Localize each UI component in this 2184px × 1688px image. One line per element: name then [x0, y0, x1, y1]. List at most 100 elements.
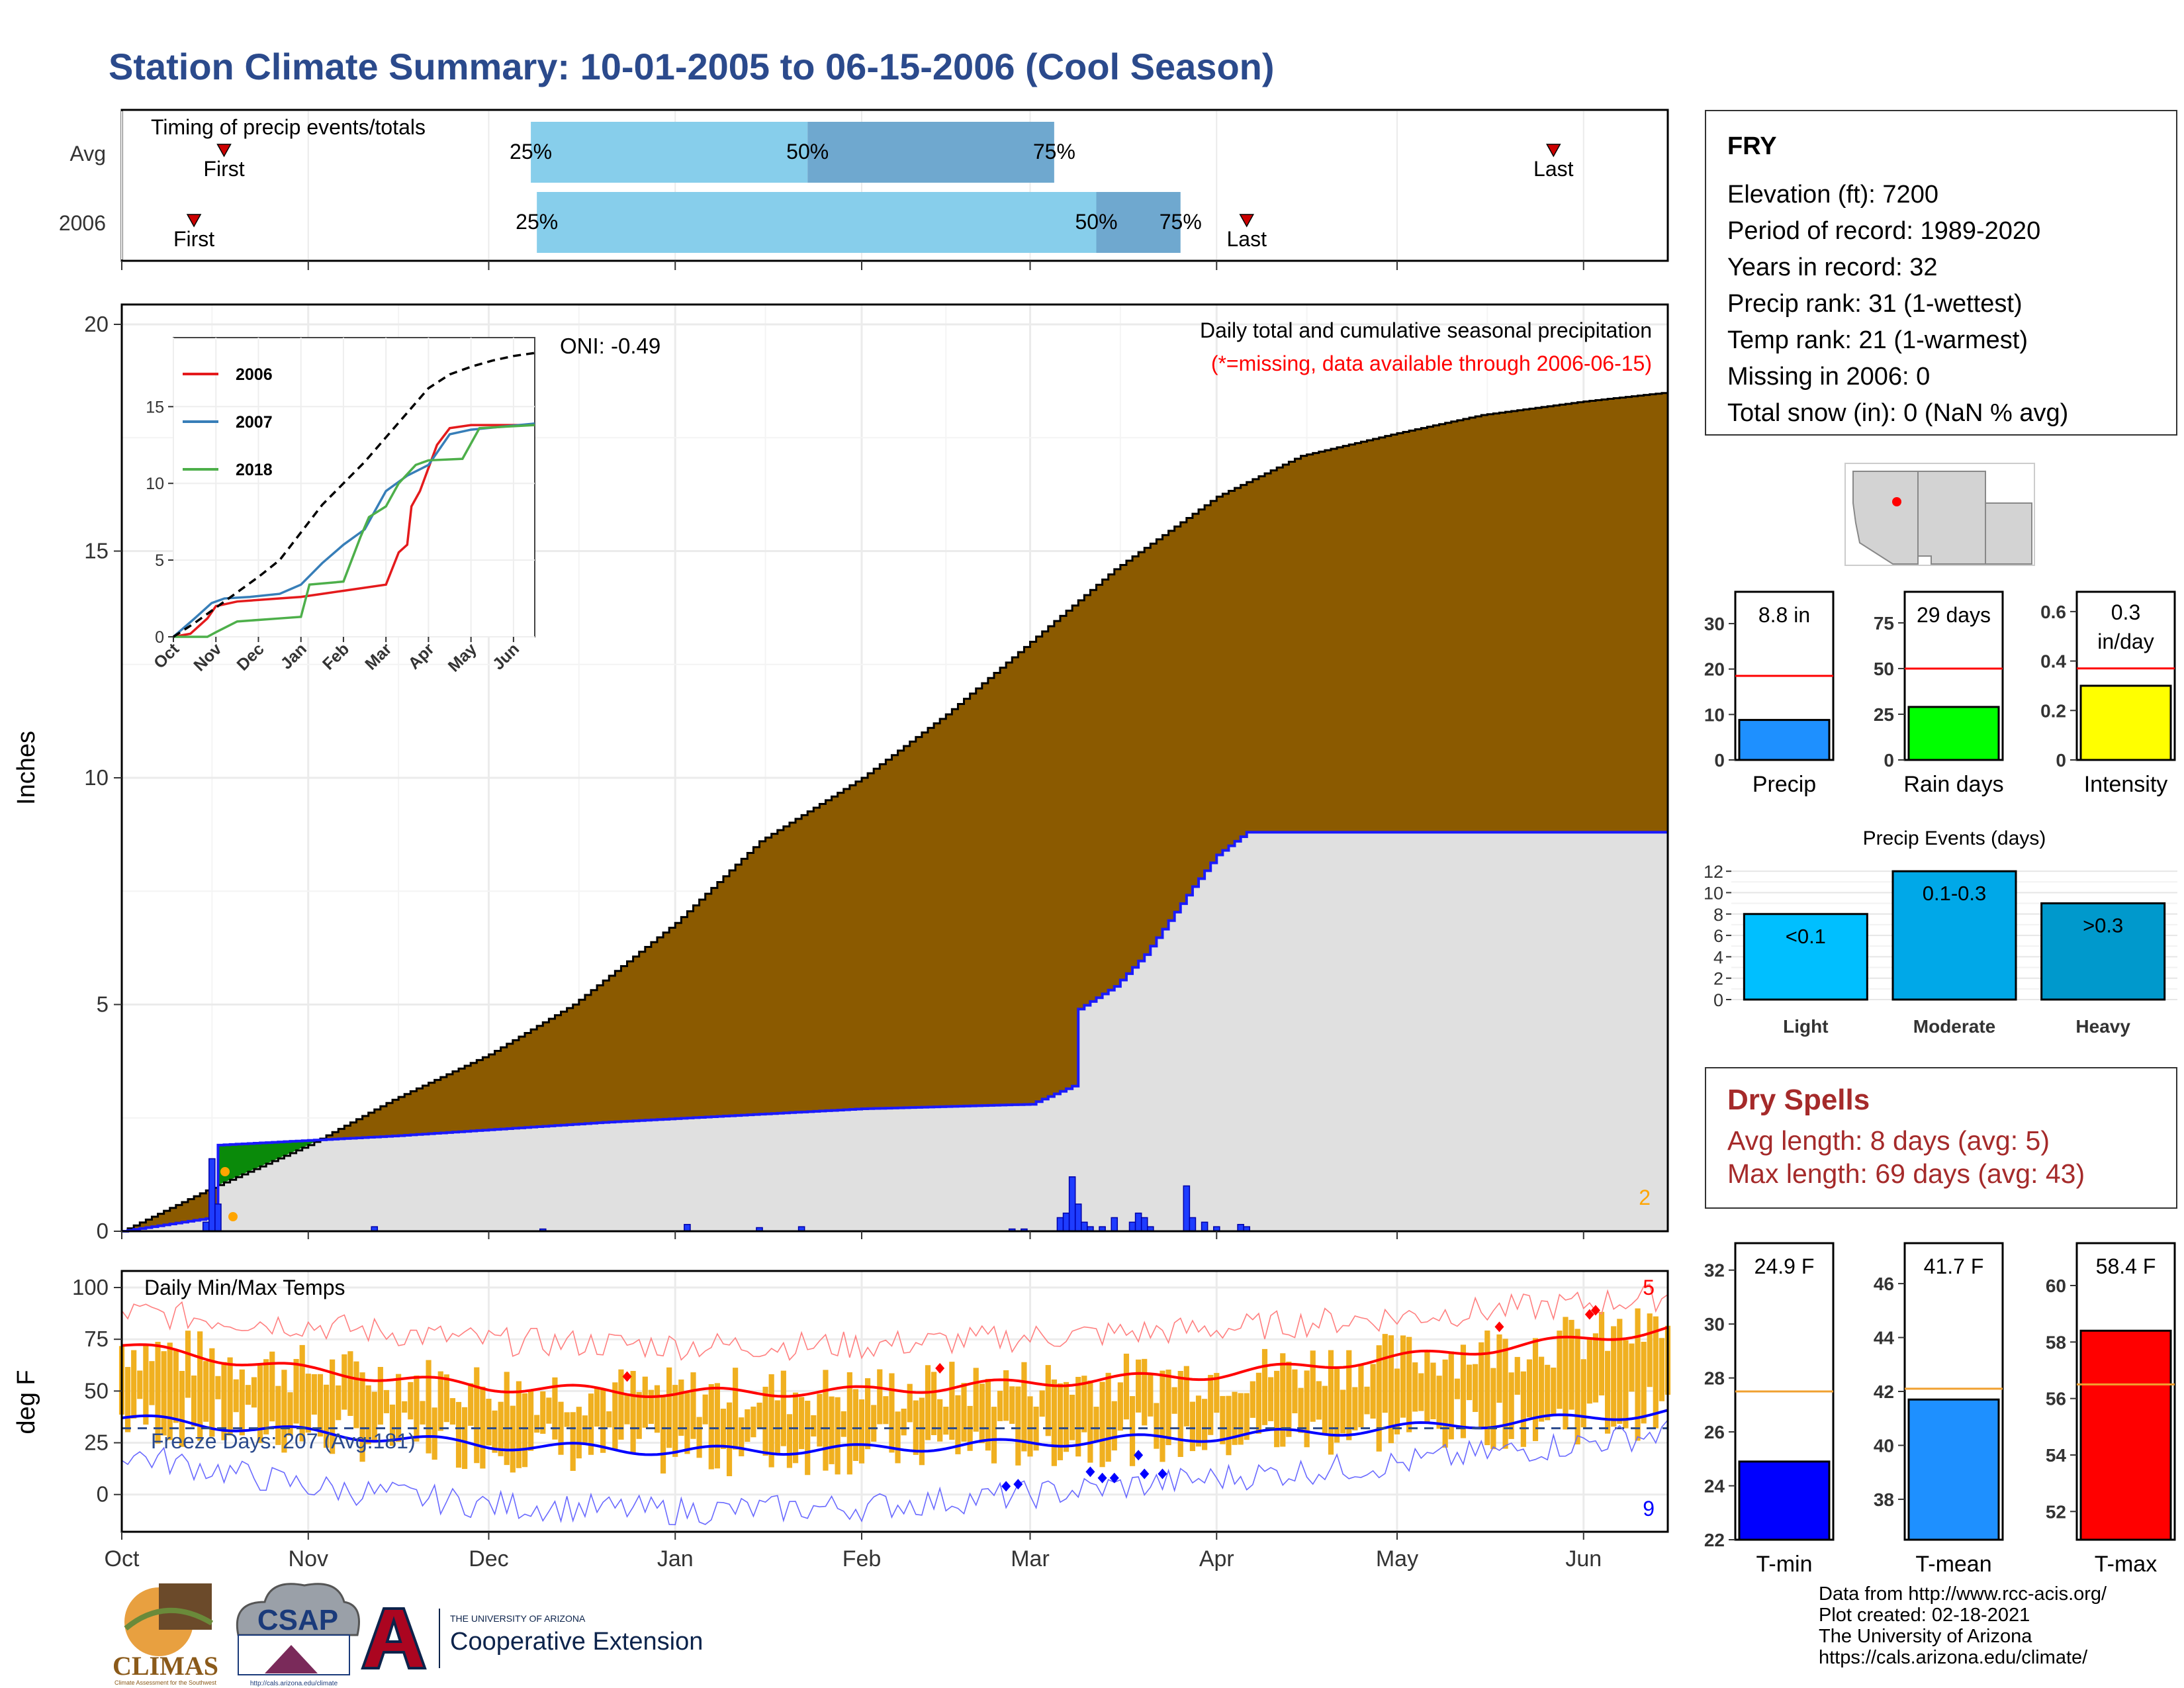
- mini-chart-category-label: T-mean: [1915, 1552, 1991, 1577]
- temp-range-bar: [1623, 1340, 1629, 1429]
- temp-range-bar: [1075, 1376, 1081, 1457]
- climas-emblem-swoosh: [124, 1607, 214, 1631]
- temp-range-bar: [829, 1396, 835, 1464]
- temp-x-tick-label: Mar: [1011, 1546, 1050, 1571]
- timing-bar-50-75: [807, 122, 1054, 183]
- temp-range-bar: [1009, 1386, 1015, 1424]
- mini-chart-y-tick-label: 0: [1884, 750, 1894, 771]
- timing-bar-25-50: [537, 192, 1097, 253]
- mini-chart-y-tick-label: 32: [1704, 1260, 1725, 1281]
- temp-range-bar: [1592, 1333, 1599, 1403]
- mini-chart-bar: [1907, 1398, 2000, 1541]
- temp-range-bar: [1629, 1343, 1635, 1392]
- main-note: Daily total and cumulative seasonal prec…: [1200, 318, 1652, 342]
- csap-url: http://cals.arizona.edu/climate: [250, 1680, 338, 1687]
- temp-range-bar: [1496, 1334, 1502, 1403]
- temp-range-bar: [1177, 1370, 1183, 1457]
- temp-range-bar: [510, 1405, 516, 1473]
- station-years: Years in record: 32: [1727, 254, 1938, 281]
- temp-range-bar: [1111, 1401, 1117, 1451]
- timing-percent-label: 25%: [510, 140, 552, 164]
- temp-range-bar: [1220, 1395, 1226, 1444]
- temp-range-bar: [1502, 1338, 1508, 1449]
- temp-range-bar: [630, 1370, 636, 1454]
- temp-range-bar: [1117, 1382, 1123, 1431]
- events-y-tick-label: 2: [1713, 969, 1723, 989]
- mini-chart-y-tick-label: 28: [1704, 1368, 1725, 1389]
- mini-chart-y-tick-label: 25: [1874, 704, 1894, 725]
- events-bar: [1743, 913, 1868, 1001]
- temp-range-bar: [913, 1400, 919, 1455]
- temp-title: Daily Min/Max Temps: [144, 1276, 345, 1299]
- temp-range-bar: [498, 1401, 504, 1456]
- events-category-label: Moderate: [1913, 1016, 1995, 1037]
- timing-bars: 25% 50% 75% 25% 50% 75%: [510, 122, 1202, 253]
- temp-range-bar: [594, 1388, 600, 1427]
- temp-range-bar: [612, 1382, 618, 1450]
- temp-range-bar: [336, 1385, 341, 1421]
- temp-range-bar: [221, 1362, 227, 1440]
- temp-range-bar: [1039, 1390, 1045, 1417]
- temp-record-point: [1001, 1481, 1011, 1492]
- temp-range-bar: [1376, 1345, 1382, 1452]
- temp-range-bar: [937, 1399, 943, 1442]
- temp-range-bar: [449, 1398, 456, 1425]
- temp-range-bar: [1268, 1377, 1274, 1421]
- temp-range-bar: [720, 1409, 727, 1449]
- temp-range-bar: [124, 1367, 131, 1432]
- mini-chart-bar: [1907, 706, 2000, 761]
- dry-spells-max: Max length: 69 days (avg: 43): [1727, 1158, 2085, 1189]
- temp-range-bar: [1274, 1370, 1280, 1448]
- temp-range-bar: [462, 1407, 468, 1470]
- mini-chart-value-label: in/day: [2097, 630, 2154, 653]
- temp-range-bar: [492, 1410, 498, 1453]
- texas-shape: [1985, 502, 2032, 565]
- temp-range-bar: [1195, 1395, 1202, 1447]
- temp-range-bar: [1370, 1364, 1376, 1419]
- inset-legend: 2006 2007 2018: [183, 365, 273, 479]
- mini-chart-bar: [1738, 1460, 1831, 1541]
- temp-range-bar: [588, 1393, 594, 1455]
- daily-precip-bar: [1189, 1217, 1197, 1232]
- locator-map: [1844, 463, 2035, 566]
- temp-range-bar: [1617, 1319, 1623, 1424]
- temp-range-bar: [672, 1385, 678, 1457]
- temp-range-bar: [1208, 1375, 1214, 1435]
- mini-chart-value-label: 58.4 F: [2096, 1254, 2156, 1278]
- temp-range-bar: [540, 1391, 546, 1434]
- temp-y-tick-label: 75: [84, 1327, 109, 1351]
- timing-percent-label: 50%: [1075, 210, 1117, 234]
- temp-range-bar: [275, 1385, 281, 1445]
- events-y-tick-label: 0: [1713, 990, 1723, 1010]
- temp-range-bar: [756, 1402, 762, 1429]
- temp-series-line: [121, 1409, 1668, 1456]
- temp-range-bar: [1250, 1381, 1255, 1418]
- timing-percent-label: 75%: [1033, 140, 1075, 164]
- mini-chart-y-tick-label: 0.4: [2040, 651, 2066, 672]
- events-y-tick-label: 4: [1713, 947, 1723, 967]
- temp-x-tick-label: Jan: [657, 1546, 694, 1571]
- page-title: Station Climate Summary: 10-01-2005 to 0…: [109, 46, 1275, 87]
- temp-range-bar: [468, 1383, 474, 1426]
- current-cumulative-line: [122, 831, 1668, 1233]
- main-y-tick-label: 15: [84, 539, 109, 563]
- temp-range-bar: [371, 1391, 377, 1443]
- temp-range-bar: [1238, 1393, 1244, 1445]
- temp-range-bar: [227, 1357, 233, 1436]
- temp-range-bar: [179, 1371, 185, 1447]
- temp-range-bar: [1148, 1374, 1154, 1417]
- temp-range-bar: [1087, 1380, 1093, 1463]
- temp-range-bar: [455, 1401, 462, 1468]
- temp-range-bar: [546, 1397, 552, 1424]
- temp-range-bar: [1418, 1373, 1424, 1411]
- temp-rank: Temp rank: 21 (1-warmest): [1727, 326, 2028, 354]
- temp-range-bar: [1388, 1335, 1394, 1444]
- temp-y-axis: 0 25 50 75 100: [72, 1275, 122, 1507]
- freeze-days-label: Freeze Days: 207 (Avg:181): [151, 1429, 416, 1453]
- timing-markers: First Last First Last: [173, 144, 1574, 251]
- temp-range-bar: [1202, 1399, 1208, 1450]
- temp-range-bar: [1165, 1369, 1171, 1446]
- dry-spells-box: Dry Spells Avg length: 8 days (avg: 5) M…: [1705, 1067, 2177, 1209]
- mini-chart-y-tick-label: 30: [1704, 1314, 1725, 1335]
